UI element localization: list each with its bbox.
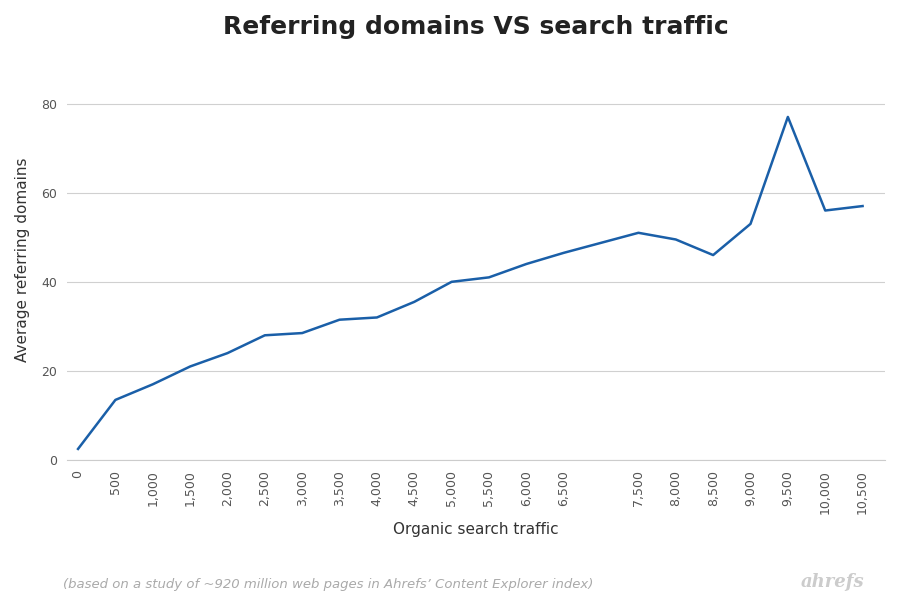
Text: (based on a study of ~920 million web pages in Ahrefs’ Content Explorer index): (based on a study of ~920 million web pa… [63, 578, 593, 591]
X-axis label: Organic search traffic: Organic search traffic [393, 522, 559, 537]
Title: Referring domains VS search traffic: Referring domains VS search traffic [223, 15, 729, 39]
Text: ahrefs: ahrefs [800, 573, 864, 591]
Y-axis label: Average referring domains: Average referring domains [15, 157, 30, 362]
